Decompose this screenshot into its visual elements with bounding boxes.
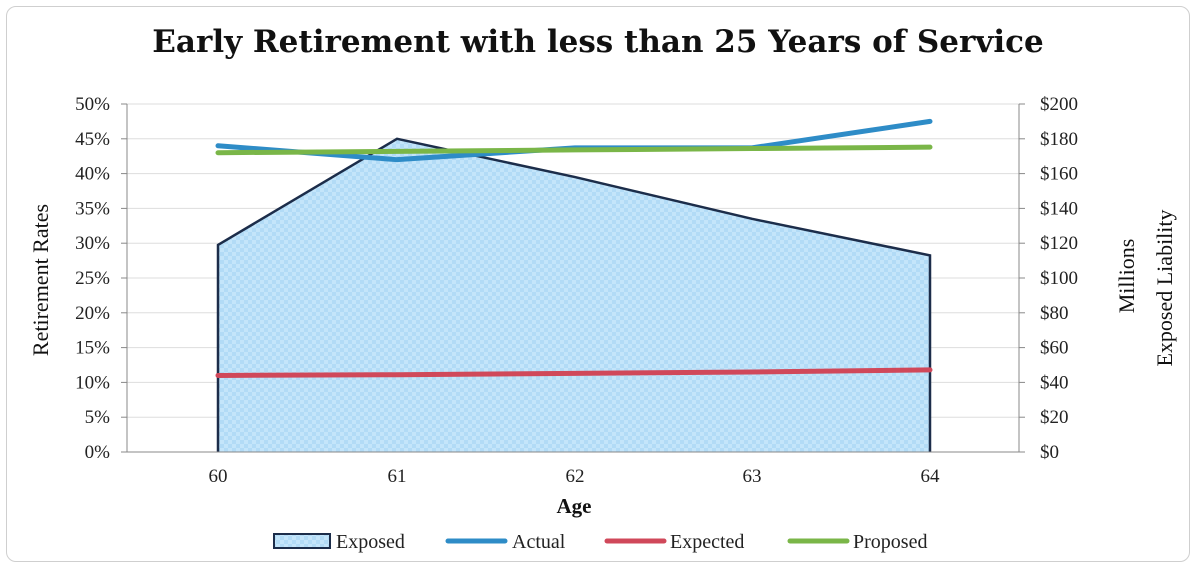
left-tick-label: 25% [75,268,110,289]
x-axis-ticks: 60 61 62 63 64 [209,466,941,487]
exposed-area-layer [216,137,932,453]
right-tick-label: $80 [1040,303,1069,324]
x-tick-label: 64 [921,466,941,487]
x-axis-title: Age [557,494,592,518]
legend-item-expected: Expected [604,531,744,553]
series-line-expected [215,367,933,378]
legend-label-actual: Actual [512,531,566,553]
left-tick-label: 35% [75,198,110,219]
x-tick-label: 60 [209,466,228,487]
right-tick-label: $60 [1040,338,1069,359]
legend-item-proposed: Proposed [787,531,927,553]
left-tick-label: 40% [75,164,110,185]
legend: Exposed Actual Expected Proposed [273,531,927,553]
legend-swatch-exposed [273,533,331,549]
chart-title: Early Retirement with less than 25 Years… [152,24,1044,60]
right-tick-label: $160 [1040,164,1078,185]
y2-axis-title-exposed-liability: Exposed Liability [1152,209,1177,366]
series-outline-exposed [216,137,932,452]
legend-label-expected: Expected [670,531,744,553]
left-tick-label: 20% [75,303,110,324]
y2-axis-title-millions: Millions [1114,239,1139,314]
left-tick-label: 45% [75,129,110,150]
legend-item-actual: Actual [445,531,566,553]
left-tick-label: 0% [85,442,111,463]
right-tick-label: $20 [1040,407,1069,428]
left-tick-label: 50% [75,94,110,115]
legend-label-proposed: Proposed [853,531,927,553]
y-axis-title: Retirement Rates [28,204,53,356]
x-tick-label: 61 [388,466,407,487]
left-tick-label: 10% [75,372,110,393]
right-tick-label: $120 [1040,233,1078,254]
right-tick-label: $140 [1040,198,1078,219]
right-tick-label: $40 [1040,372,1069,393]
series-area-exposed [218,138,930,453]
line-series-layer [215,118,933,378]
left-tick-label: 15% [75,338,110,359]
left-tick-label: 5% [85,407,111,428]
x-tick-label: 63 [743,466,762,487]
right-tick-label: $180 [1040,129,1078,150]
right-tick-label: $0 [1040,442,1059,463]
right-tick-label: $100 [1040,268,1078,289]
legend-item-exposed: Exposed [273,531,405,553]
right-tick-label: $200 [1040,94,1078,115]
left-tick-label: 30% [75,233,110,254]
left-axis-ticks: 0% 5% 10% 15% 20% 25% 30% 35% 40% 45% 50% [75,94,127,463]
series-line-proposed [215,144,933,156]
legend-label-exposed: Exposed [336,531,405,553]
x-tick-label: 62 [566,466,585,487]
right-axis-ticks: $0 $20 $40 $60 $80 $100 $120 $140 $160 $180 $200 [1019,94,1078,463]
